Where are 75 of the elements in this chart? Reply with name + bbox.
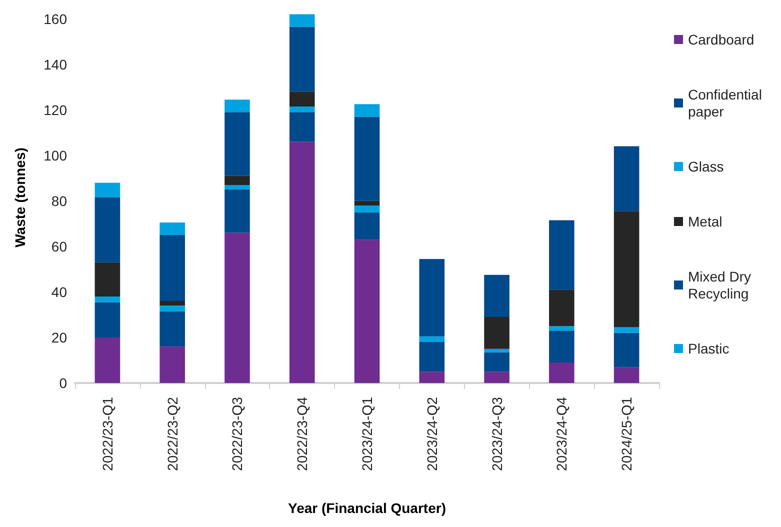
bar: [160, 311, 185, 347]
bar: [549, 326, 574, 331]
bar: [94, 198, 120, 262]
bar: [224, 112, 250, 176]
bar: [289, 142, 315, 383]
x-tick-label: 2023/24-Q1: [359, 396, 375, 471]
bar: [549, 330, 574, 363]
y-tick-label: 120: [44, 102, 68, 118]
y-tick-label: 160: [44, 10, 68, 27]
x-axis-title: Year (Financial Quarter): [288, 500, 446, 516]
bar: [614, 146, 640, 212]
bar: [224, 232, 250, 383]
bar: [94, 296, 120, 302]
bar: [484, 316, 510, 349]
bar: [354, 212, 380, 240]
bar: [484, 372, 510, 383]
bar: [614, 211, 640, 328]
bar: [549, 362, 574, 383]
bar: [224, 190, 250, 233]
bar: [289, 92, 315, 106]
bar: [354, 200, 380, 206]
x-tick-label: 2022/23-Q2: [164, 396, 180, 471]
bar: [614, 332, 640, 368]
x-tick-label: 2022/23-Q3: [229, 396, 246, 471]
legend-label: Glass: [688, 158, 724, 174]
legend-label: Mixed Dry Recycling: [688, 268, 755, 302]
legend-label: Cardboard: [688, 32, 754, 48]
bar: [484, 352, 510, 372]
bar: [289, 106, 315, 112]
bar: [354, 240, 380, 383]
bar: [94, 182, 120, 198]
bar: [160, 346, 185, 383]
bar: [354, 104, 380, 117]
bar: [94, 302, 120, 338]
bar: [160, 301, 185, 306]
bar: [419, 258, 445, 336]
bar: [484, 348, 510, 352]
x-tick-label: 2022/23-Q1: [99, 396, 116, 471]
y-tick-label: 140: [44, 56, 68, 72]
y-tick-label: 60: [51, 238, 68, 254]
x-tick-label: 2023/24-Q2: [424, 396, 440, 471]
bar: [614, 327, 640, 333]
bar: [94, 337, 120, 383]
y-tick-label: 40: [51, 284, 68, 300]
legend-label: Plastic: [688, 340, 730, 356]
y-tick-label: 0: [59, 375, 68, 391]
x-tick-label: 2024/25-Q1: [618, 396, 635, 471]
bar: [549, 290, 574, 326]
bar: [224, 100, 250, 112]
bar: [160, 235, 185, 302]
bar: [94, 262, 120, 297]
bar: [354, 116, 380, 201]
y-tick-label: 80: [51, 192, 68, 209]
bar: [160, 222, 185, 236]
bar: [289, 26, 315, 92]
legend-label: Confidential paper: [688, 86, 766, 120]
bar: [289, 14, 315, 27]
bar: [224, 184, 250, 190]
y-tick-label: 100: [44, 147, 68, 164]
x-tick-label: 2022/23-Q4: [294, 396, 310, 471]
bar: [419, 372, 445, 383]
y-axis-title: Waste (tonnes): [12, 148, 28, 248]
bar: [484, 274, 510, 317]
legend-label: Metal: [688, 214, 722, 230]
bar: [419, 336, 445, 342]
bar: [224, 176, 250, 185]
bar: [160, 306, 185, 312]
y-tick-label: 20: [51, 329, 68, 346]
bar: [614, 367, 640, 383]
bar: [419, 342, 445, 372]
x-tick-label: 2023/24-Q3: [488, 396, 505, 471]
bar: [289, 112, 315, 142]
bar: [354, 205, 380, 212]
x-tick-label: 2023/24-Q4: [554, 396, 570, 471]
bar: [549, 220, 574, 290]
